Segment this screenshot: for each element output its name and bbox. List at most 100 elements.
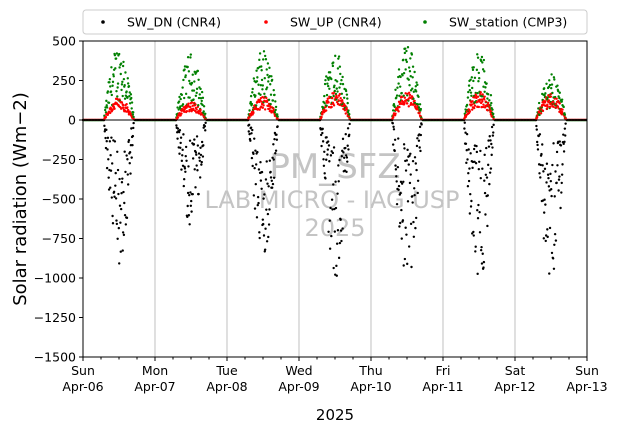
point-sw-up [475,100,479,104]
point-sw-dn [334,180,337,183]
point-sw-dn [122,233,126,237]
point-sw-dn [480,245,483,249]
point-sw-station [186,65,189,69]
legend-box [82,9,588,35]
point-sw-up [551,100,555,103]
point-sw-dn [265,160,268,163]
point-sw-station [477,71,481,75]
point-sw-dn [393,138,397,141]
point-sw-station [251,91,254,94]
point-sw-dn [490,142,493,146]
point-sw-dn [270,186,274,189]
point-sw-dn [104,146,108,150]
point-sw-dn [479,248,483,252]
point-sw-dn [418,146,421,149]
point-sw-station [406,46,410,49]
point-sw-station [413,70,416,74]
point-sw-station [107,101,111,104]
y-tick-label: −250 [42,152,76,167]
point-sw-station [339,82,342,86]
point-sw-station [179,105,182,108]
point-sw-up [122,106,125,109]
point-sw-station [412,90,416,93]
point-sw-up [120,101,124,104]
point-sw-station [336,67,340,70]
point-sw-dn [179,141,182,145]
point-sw-station [468,88,472,92]
point-sw-station [196,69,200,73]
point-sw-dn [541,143,544,146]
point-sw-station [398,85,402,88]
y-tick-label: −1000 [34,271,76,286]
point-sw-station [396,86,399,89]
point-sw-up [535,116,539,119]
point-sw-station [325,75,328,78]
point-sw-up [473,104,477,107]
point-sw-station [188,96,191,99]
point-sw-station [558,96,561,100]
point-sw-dn [416,191,419,195]
point-sw-station [340,79,343,82]
point-sw-up [197,112,201,115]
watermark: PM_SFZ LAB MICRO - IAG USP 2025 [204,147,459,242]
point-sw-dn [542,237,545,240]
point-sw-dn [464,142,468,145]
point-sw-station [260,65,263,68]
point-sw-dn [536,143,539,147]
point-sw-dn [114,184,117,187]
point-sw-station [470,86,474,90]
point-sw-dn [405,159,409,162]
point-sw-station [125,90,128,93]
point-sw-dn [329,154,333,157]
point-sw-up [187,102,190,105]
point-sw-dn [128,162,131,165]
point-sw-dn [348,122,351,126]
point-sw-station [483,90,486,93]
point-sw-dn [395,180,398,183]
point-sw-station [263,92,266,96]
point-sw-station [346,101,349,105]
point-sw-dn [197,192,200,196]
point-sw-dn [204,129,207,132]
point-sw-dn [344,146,347,150]
point-sw-dn [402,143,406,146]
point-sw-station [481,61,484,64]
point-sw-dn [123,150,126,153]
point-sw-up [341,99,344,102]
point-sw-dn [119,221,122,224]
point-sw-dn [488,135,491,138]
point-sw-dn [327,230,330,233]
point-sw-dn [267,223,271,226]
point-sw-station [410,53,414,56]
point-sw-dn [189,204,193,207]
point-sw-dn [196,144,200,147]
point-sw-station [123,97,127,100]
legend-label: SW_UP (CNR4) [290,15,382,30]
y-tick-label: −1250 [34,310,76,325]
point-sw-dn [323,172,326,175]
point-sw-dn [326,153,329,156]
point-sw-station [465,103,469,107]
point-sw-dn [124,170,127,174]
point-sw-station [274,105,278,109]
point-sw-dn [477,167,481,171]
point-sw-station [548,83,552,87]
point-sw-dn [325,158,328,161]
point-sw-dn [411,195,414,198]
point-sw-station [103,108,107,112]
point-sw-dn [191,157,195,160]
point-sw-station [325,104,328,107]
point-sw-dn [182,178,186,181]
point-sw-dn [188,193,191,197]
point-sw-dn [486,194,489,197]
point-sw-station [189,53,193,56]
point-sw-up [104,115,108,119]
point-sw-station [544,92,547,95]
point-sw-dn [338,158,341,162]
point-sw-station [324,78,327,82]
point-sw-up [474,94,478,98]
point-sw-up [488,106,491,110]
point-sw-station [409,75,412,78]
point-sw-station [335,87,338,90]
point-sw-station [403,51,407,55]
